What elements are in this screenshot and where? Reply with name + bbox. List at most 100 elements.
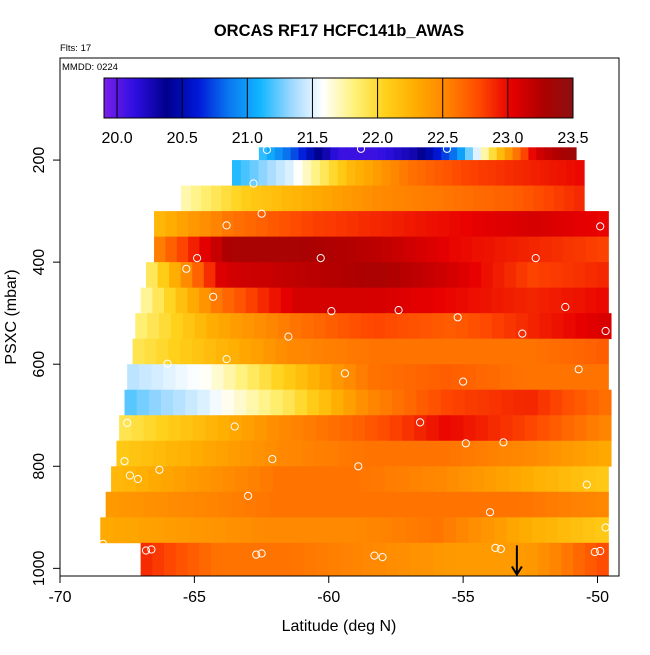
heatmap-cell bbox=[322, 185, 333, 212]
heatmap-cell bbox=[191, 185, 202, 212]
heatmap-cell bbox=[421, 466, 435, 493]
heatmap-cell bbox=[215, 440, 229, 467]
heatmap-cell bbox=[584, 338, 597, 365]
sample-points bbox=[98, 144, 610, 562]
heatmap-cell bbox=[521, 466, 535, 493]
heatmap-cell bbox=[210, 466, 224, 493]
heatmap-cell bbox=[259, 364, 273, 391]
heatmap-cell bbox=[444, 313, 457, 340]
heatmap-cell bbox=[339, 542, 352, 577]
sample-point bbox=[244, 491, 253, 500]
heatmap-cell bbox=[394, 491, 408, 518]
heatmap-cell bbox=[281, 185, 293, 212]
heatmap-cell bbox=[432, 491, 446, 518]
heatmap-cell bbox=[175, 287, 188, 314]
sample-point bbox=[370, 551, 379, 560]
heatmap-cell bbox=[355, 389, 369, 416]
heatmap-cell bbox=[585, 236, 598, 263]
heatmap-cell bbox=[381, 211, 394, 238]
heatmap-cell bbox=[306, 491, 320, 518]
heatmap-cell bbox=[463, 364, 477, 391]
heatmap-cell bbox=[359, 466, 373, 493]
heatmap-cell bbox=[157, 262, 170, 289]
heatmap-cell bbox=[388, 262, 401, 289]
heatmap-cell bbox=[471, 211, 484, 238]
heatmap-cell bbox=[327, 287, 340, 314]
heatmap-cell bbox=[500, 415, 514, 442]
heatmap-cell bbox=[575, 160, 585, 186]
heatmap-cell bbox=[437, 211, 450, 238]
heatmap-cell bbox=[489, 338, 502, 365]
heatmap-cell bbox=[168, 491, 182, 518]
heatmap-cell bbox=[562, 262, 575, 289]
heatmap-cell bbox=[234, 287, 247, 314]
heatmap-cell bbox=[307, 364, 321, 391]
heatmap-cell bbox=[242, 313, 255, 340]
heatmap-cell bbox=[401, 147, 411, 161]
heatmap-cell bbox=[291, 415, 305, 442]
heatmap-cell bbox=[551, 313, 564, 340]
heatmap-cell bbox=[468, 517, 482, 544]
heatmap-cell bbox=[257, 287, 270, 314]
heatmap-cell bbox=[367, 389, 381, 416]
heatmap-cell bbox=[430, 517, 444, 544]
x-tick-label: -65 bbox=[183, 589, 206, 606]
heatmap-cell bbox=[226, 262, 240, 289]
heatmap-cell bbox=[524, 440, 538, 467]
heatmap-cell bbox=[278, 236, 291, 263]
heatmap-cell bbox=[384, 466, 398, 493]
heatmap-cell bbox=[176, 517, 190, 544]
heatmap-cell bbox=[549, 287, 563, 314]
heatmap-cell bbox=[265, 517, 279, 544]
heatmap-cell bbox=[465, 389, 478, 416]
heatmap-cell bbox=[443, 160, 453, 186]
heatmap-cell bbox=[503, 313, 517, 340]
sample-point bbox=[230, 422, 239, 431]
heatmap-cell bbox=[570, 517, 584, 544]
heatmap-cell bbox=[271, 185, 283, 212]
heatmap-cell bbox=[278, 517, 292, 544]
sample-point bbox=[582, 480, 591, 489]
heatmap-cell bbox=[493, 185, 505, 212]
heatmap-cell bbox=[141, 440, 155, 467]
heatmap-cell bbox=[546, 466, 560, 493]
sample-point bbox=[133, 474, 142, 484]
heatmap-cell bbox=[324, 236, 337, 263]
heatmap-cell bbox=[416, 389, 430, 416]
heatmap-cell bbox=[315, 542, 329, 577]
x-tick-label: -55 bbox=[452, 589, 475, 606]
heatmap-cell bbox=[182, 313, 196, 340]
heatmap-cell bbox=[211, 185, 222, 212]
heatmap-cell bbox=[443, 517, 457, 544]
heatmap-cell bbox=[561, 542, 574, 577]
sample-point bbox=[262, 145, 271, 154]
heatmap-cell bbox=[269, 542, 282, 577]
heatmap-cell bbox=[507, 491, 521, 518]
heatmap-cell bbox=[471, 236, 484, 263]
heatmap-cell bbox=[180, 338, 193, 365]
heatmap-cell bbox=[563, 313, 576, 340]
heatmap-cell bbox=[377, 262, 390, 289]
heatmap-cell bbox=[130, 491, 144, 518]
sample-point bbox=[98, 539, 108, 548]
heatmap-cell bbox=[185, 466, 199, 493]
heatmap-cell bbox=[292, 542, 305, 577]
heatmap-cell bbox=[572, 338, 586, 365]
heatmap-cell bbox=[210, 211, 223, 238]
heatmap-cell bbox=[346, 160, 356, 186]
heatmap-cell bbox=[354, 517, 368, 544]
heatmap-cell bbox=[381, 160, 392, 186]
heatmap-cell bbox=[241, 185, 253, 212]
heatmap-cell bbox=[132, 338, 146, 365]
heatmap-cell bbox=[218, 491, 232, 518]
heatmap-cell bbox=[365, 262, 378, 289]
heatmap-cell bbox=[402, 185, 414, 212]
heatmap-cell bbox=[245, 287, 259, 314]
colorbar-tick-label: 21.5 bbox=[297, 130, 328, 147]
heatmap-cell bbox=[465, 338, 479, 365]
heatmap-cell bbox=[240, 160, 251, 186]
arrow-head bbox=[511, 565, 523, 577]
heatmap-cell bbox=[156, 415, 169, 442]
heatmap-cell bbox=[452, 389, 466, 416]
heatmap-cell bbox=[548, 364, 561, 391]
